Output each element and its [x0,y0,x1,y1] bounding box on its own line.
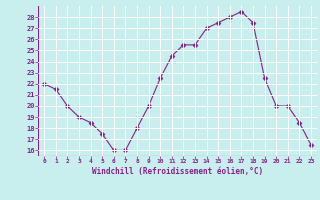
X-axis label: Windchill (Refroidissement éolien,°C): Windchill (Refroidissement éolien,°C) [92,167,263,176]
